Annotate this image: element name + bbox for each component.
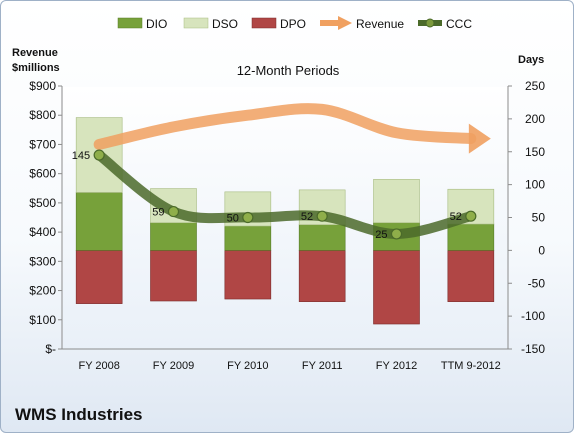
y-left-title-line1: Revenue: [12, 47, 58, 59]
legend-swatch-dso: [183, 17, 209, 29]
legend-label-dpo: DPO: [280, 17, 306, 31]
ccc-data-label: 50: [227, 213, 239, 225]
y-right-title: Days: [518, 54, 544, 66]
y-left-tick-label: $900: [29, 79, 56, 93]
x-tick-label: FY 2010: [227, 360, 268, 372]
y-right-tick-label: 250: [525, 79, 545, 93]
ccc-point: [93, 149, 105, 161]
ccc-data-label: 52: [450, 211, 462, 223]
y-right-tick-label: 50: [532, 211, 546, 225]
y-right-tick-label: -100: [521, 309, 545, 323]
company-name: WMS Industries: [15, 405, 143, 424]
legend-swatch-dpo: [251, 17, 277, 29]
y-left-ticks: $- $100 $200 $300 $400 $500 $600 $700 $800 $900: [29, 79, 62, 356]
y-left-tick-label: $500: [29, 196, 56, 210]
bar-dpo: [447, 250, 495, 302]
y-left-tick-label: $200: [29, 284, 56, 298]
chart-title: 12-Month Periods: [236, 63, 340, 78]
bar-dio: [447, 223, 495, 251]
x-tick-label: FY 2012: [376, 360, 417, 372]
y-right-ticks: -150 -100 -50 0 50 100 150 200 250: [508, 79, 545, 356]
bar-dpo: [298, 250, 346, 302]
y-right-tick-label: -50: [528, 276, 546, 290]
legend-label-dio: DIO: [146, 17, 167, 31]
bar-dio: [224, 225, 272, 251]
legend-arrowhead-revenue: [338, 16, 352, 30]
ccc-data-label: 52: [301, 211, 313, 223]
bar-dpo: [373, 250, 420, 325]
y-left-title-line2: $millions: [12, 62, 60, 74]
x-tick-label: TTM 9-2012: [441, 360, 501, 372]
bar-dpo: [75, 250, 123, 304]
x-axis-labels: FY 2008 FY 2009 FY 2010 FY 2011 FY 2012 TTM 9…: [78, 360, 500, 372]
ccc-line: [94, 150, 476, 239]
y-left-tick-label: $100: [29, 313, 56, 327]
bar-dso: [373, 179, 420, 224]
y-right-tick-label: 200: [525, 112, 545, 126]
ccc-data-label: 145: [72, 150, 90, 162]
y-right-tick-label: 150: [525, 145, 545, 159]
revenue-line: [93, 103, 477, 150]
legend-label-dso: DSO: [212, 17, 238, 31]
y-left-tick-label: $800: [29, 108, 56, 122]
legend-label-ccc: CCC: [446, 17, 472, 31]
revenue-series: [93, 103, 491, 154]
ccc-point: [316, 210, 328, 222]
y-right-tick-label: 100: [525, 178, 545, 192]
ccc-point: [167, 205, 180, 218]
bar-dio: [298, 224, 346, 251]
y-left-tick-label: $400: [29, 225, 56, 239]
ccc-data-label: 59: [152, 207, 164, 219]
y-right-tick-label: 0: [538, 243, 545, 257]
legend-swatch-dio: [117, 17, 143, 29]
bar-dio: [75, 192, 123, 251]
legend-marker-ccc: [425, 18, 435, 28]
bar-dpo: [224, 250, 272, 300]
y-left-tick-label: $700: [29, 137, 56, 151]
y-left-tick-label: $600: [29, 167, 56, 181]
y-left-tick-label: $300: [29, 254, 56, 268]
x-tick-label: FY 2009: [153, 360, 194, 372]
ccc-point: [242, 211, 254, 224]
y-left-tick-label: $-: [45, 342, 56, 356]
revenue-arrowhead: [468, 123, 491, 154]
legend-label-revenue: Revenue: [356, 17, 404, 31]
legend: DIO DSO DPO Revenue CCC: [117, 16, 472, 31]
bar-dio: [150, 222, 197, 251]
ccc-point: [390, 228, 403, 240]
ccc-point: [465, 210, 477, 222]
ccc-series: 145 59 50 52 25 52: [72, 149, 477, 241]
x-tick-label: FY 2011: [302, 360, 343, 372]
ccc-data-label: 25: [375, 229, 387, 241]
y-right-tick-label: -150: [521, 342, 545, 356]
x-tick-label: FY 2008: [78, 360, 119, 372]
bar-dpo: [150, 250, 197, 302]
